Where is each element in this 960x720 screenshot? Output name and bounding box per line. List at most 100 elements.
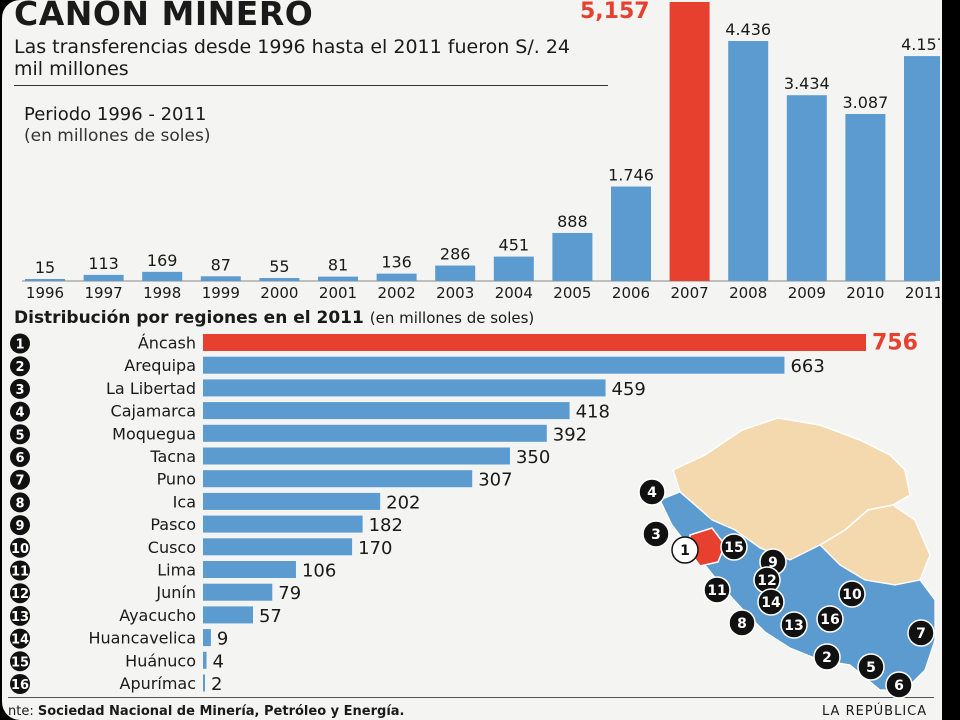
region-bar bbox=[203, 402, 570, 420]
chart1-title: Periodo 1996 - 2011 bbox=[24, 104, 207, 125]
map-marker bbox=[728, 609, 756, 637]
annual-year-label: 1996 bbox=[26, 284, 64, 302]
rank-number: 13 bbox=[11, 610, 29, 625]
region-bar bbox=[203, 356, 785, 374]
region-bar bbox=[203, 651, 207, 669]
map-marker-label: 12 bbox=[757, 573, 776, 589]
rank-number: 2 bbox=[15, 360, 24, 375]
annual-value-label: 4.157 bbox=[901, 35, 940, 54]
region-value: 2 bbox=[211, 674, 222, 695]
region-value: 182 bbox=[369, 515, 403, 536]
rank-badge bbox=[10, 424, 30, 445]
annual-value-label: 15 bbox=[35, 258, 55, 277]
map-marker bbox=[780, 611, 808, 639]
annual-bar-2000 bbox=[259, 278, 300, 281]
rank-badge bbox=[10, 628, 30, 649]
map-markers: 4 3 1 15 9 12 11 14 10 8 13 16 7 2 5 6 bbox=[638, 478, 935, 699]
rank-badge bbox=[10, 674, 30, 694]
region-value: 350 bbox=[516, 447, 550, 468]
source-text: Sociedad Nacional de Minería, Petróleo y… bbox=[37, 704, 405, 719]
region-value: 79 bbox=[278, 583, 301, 604]
region-bar bbox=[203, 424, 547, 442]
map-marker bbox=[885, 671, 913, 699]
region-name: Cajamarca bbox=[111, 402, 196, 421]
rank-number: 4 bbox=[15, 406, 24, 421]
annual-year-label: 2006 bbox=[612, 284, 650, 302]
map-marker-label: 5 bbox=[866, 660, 876, 676]
rank-badge bbox=[10, 605, 30, 626]
annual-bar-2008 bbox=[728, 41, 769, 281]
map-marker-label: 10 bbox=[842, 587, 862, 603]
region-bar bbox=[203, 492, 381, 510]
map-marker-label: 4 bbox=[647, 485, 657, 501]
annual-bar-2011 bbox=[904, 56, 940, 281]
map-marker-label: 7 bbox=[916, 626, 926, 642]
title-divider bbox=[14, 85, 608, 86]
annual-year-label: 2005 bbox=[553, 284, 591, 302]
region-bar bbox=[203, 674, 205, 692]
region-name: Puno bbox=[157, 470, 196, 489]
rank-number: 5 bbox=[15, 428, 24, 443]
map-marker bbox=[838, 580, 866, 608]
map-marker bbox=[703, 576, 731, 604]
region-bar bbox=[203, 447, 510, 465]
map-marker-label: 2 bbox=[822, 650, 832, 666]
region-value: 9 bbox=[217, 629, 228, 650]
annual-bar-2010 bbox=[845, 113, 886, 281]
rank-badge bbox=[10, 378, 30, 399]
region-name: Arequipa bbox=[124, 356, 196, 375]
map-marker bbox=[816, 605, 844, 633]
annual-value-label: 3.087 bbox=[842, 93, 888, 112]
region-bar bbox=[203, 561, 296, 578]
region-name: Cusco bbox=[148, 538, 196, 557]
region-bar bbox=[203, 379, 606, 397]
rank-number: 6 bbox=[15, 451, 24, 466]
source-line: nte: Sociedad Nacional de Minería, Petró… bbox=[8, 704, 404, 719]
annual-value-label: 55 bbox=[269, 257, 289, 276]
rank-number: 3 bbox=[15, 383, 24, 398]
annual-value-label: 286 bbox=[440, 245, 471, 264]
rank-number: 1 bbox=[15, 338, 24, 353]
rank-badge bbox=[10, 469, 30, 490]
region-bar bbox=[203, 606, 253, 624]
map-marker-label: 14 bbox=[761, 595, 781, 611]
rank-number: 11 bbox=[11, 565, 29, 580]
annual-year-label: 1999 bbox=[202, 284, 240, 302]
annual-value-label: 87 bbox=[211, 255, 231, 274]
infographic-panel: CANON MINERO Las transferencias desde 19… bbox=[2, 0, 942, 720]
rank-badge bbox=[10, 537, 30, 558]
chart2-title-line: Distribución por regiones en el 2011 (en… bbox=[14, 308, 534, 328]
map-marker-label: 3 bbox=[651, 527, 661, 543]
annual-bar-2007 bbox=[669, 2, 710, 281]
map-marker-label: 15 bbox=[724, 540, 743, 556]
map-marker bbox=[671, 536, 699, 564]
rank-badge bbox=[10, 447, 30, 467]
rank-badge bbox=[10, 356, 30, 377]
map-marker-label: 11 bbox=[707, 583, 726, 599]
source-divider bbox=[8, 697, 934, 698]
annual-year-label: 2003 bbox=[436, 284, 474, 302]
annual-value-label: 81 bbox=[328, 256, 348, 275]
region-value: 459 bbox=[612, 379, 646, 400]
region-value: 202 bbox=[386, 492, 420, 513]
rank-number: 10 bbox=[11, 542, 29, 557]
rank-number: 9 bbox=[15, 519, 24, 534]
map-marker-label: 13 bbox=[784, 618, 803, 634]
region-name: Pasco bbox=[150, 515, 196, 534]
source-label: nte: bbox=[8, 704, 34, 719]
region-value: 106 bbox=[302, 561, 336, 582]
peru-map bbox=[659, 417, 936, 691]
region-value: 418 bbox=[576, 402, 610, 423]
annual-year-label: 2008 bbox=[729, 284, 767, 302]
annual-bar-2005 bbox=[552, 232, 593, 281]
region-name: Moquegua bbox=[112, 424, 196, 443]
annual-year-label: 1998 bbox=[143, 284, 181, 302]
rank-number: 15 bbox=[11, 655, 29, 670]
rank-badge bbox=[10, 515, 30, 536]
map-marker bbox=[857, 653, 885, 681]
rank-badge bbox=[10, 492, 30, 513]
region-name: Huánuco bbox=[125, 651, 196, 670]
chart2-unit: (en millones de soles) bbox=[369, 309, 535, 327]
